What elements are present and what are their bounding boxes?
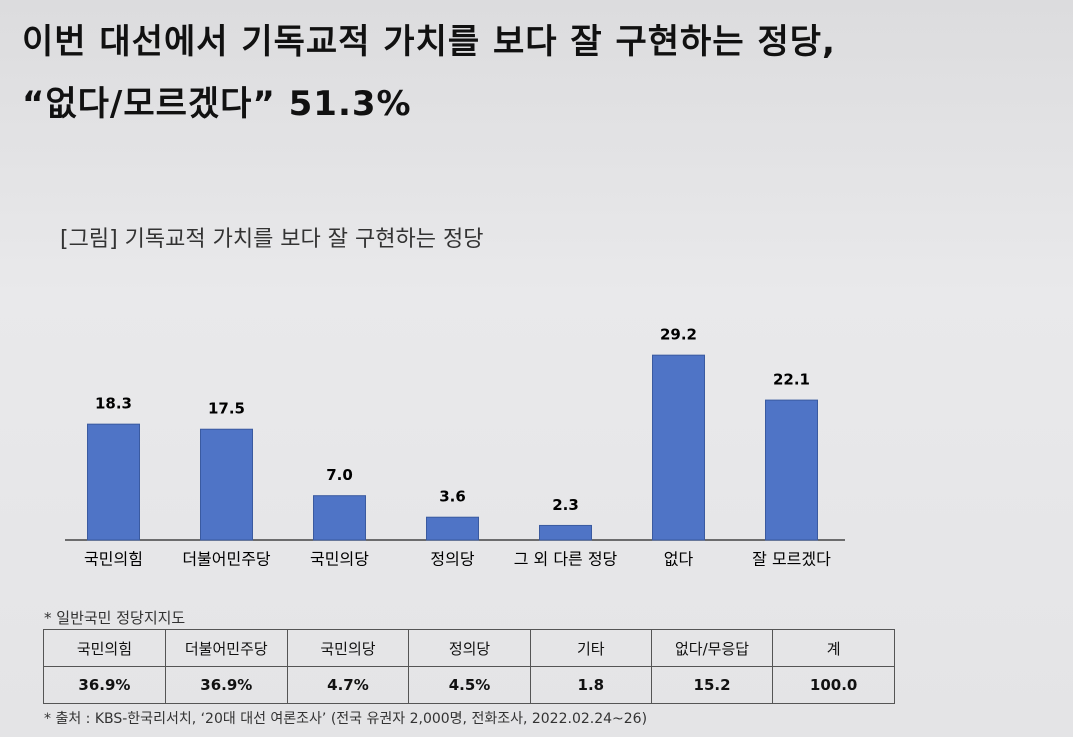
table-row: 국민의힘 더불어민주당 국민의당 정의당 기타 없다/무응답 계 bbox=[43, 629, 895, 667]
header-cell: 더불어민주당 bbox=[164, 629, 288, 667]
x-tick-label: 국민의당 bbox=[310, 550, 369, 569]
value-cell: 36.9% bbox=[164, 666, 288, 704]
chart-title: [그림] 기독교적 가치를 보다 잘 구현하는 정당 bbox=[60, 227, 483, 252]
header-cell: 국민의당 bbox=[286, 629, 410, 667]
x-tick-label: 국민의힘 bbox=[84, 550, 143, 569]
headline: 이번 대선에서 기독교적 가치를 보다 잘 구현하는 정당, bbox=[22, 22, 836, 62]
bar bbox=[200, 428, 253, 541]
headline: “없다/모르겠다” 51.3% bbox=[22, 84, 412, 124]
header-cell: 정의당 bbox=[408, 629, 531, 667]
value-cell: 15.2 bbox=[650, 666, 774, 704]
x-tick-label: 더불어민주당 bbox=[182, 550, 271, 569]
support-table: 국민의힘 더불어민주당 국민의당 정의당 기타 없다/무응답 계 36.9% 36.9% 4.7%… bbox=[43, 629, 895, 704]
value-label: 17.5 bbox=[208, 400, 245, 418]
value-label: 7.0 bbox=[326, 466, 353, 484]
bar bbox=[87, 423, 140, 541]
table-row: 36.9% 36.9% 4.7% 4.5% 1.8 15.2 100.0 bbox=[43, 666, 895, 704]
value-label: 29.2 bbox=[660, 326, 697, 344]
header-cell: 기타 bbox=[529, 629, 652, 667]
x-tick-label: 잘 모르겠다 bbox=[752, 550, 831, 569]
value-label: 2.3 bbox=[552, 496, 579, 514]
bar bbox=[765, 399, 818, 541]
value-cell: 4.5% bbox=[408, 666, 531, 704]
value-label: 22.1 bbox=[773, 371, 810, 389]
chart: [그림] 기독교적 가치를 보다 잘 구현하는 정당 18.3 국민의힘 17.5 더… bbox=[60, 227, 845, 569]
value-label: 18.3 bbox=[95, 395, 132, 413]
bar bbox=[539, 524, 592, 541]
source: * 출처 : KBS-한국리서치, ‘20대 대선 여론조사’ (전국 유권자 … bbox=[44, 711, 648, 727]
header-cell: 계 bbox=[772, 629, 895, 667]
value-cell: 1.8 bbox=[529, 666, 652, 704]
value-label: 3.6 bbox=[439, 488, 466, 506]
bar bbox=[426, 516, 479, 541]
bar bbox=[652, 354, 705, 541]
x-tick-label: 정의당 bbox=[430, 550, 474, 569]
value-cell: 4.7% bbox=[286, 666, 410, 704]
x-tick-label: 없다 bbox=[664, 550, 694, 569]
x-tick-label: 그 외 다른 정당 bbox=[514, 550, 618, 569]
note: * 일반국민 정당지지도 bbox=[44, 609, 186, 627]
header-cell: 없다/무응답 bbox=[650, 629, 774, 667]
value-cell: 100.0 bbox=[772, 666, 895, 704]
bar bbox=[313, 495, 366, 541]
value-cell: 36.9% bbox=[43, 666, 166, 704]
header-cell: 국민의힘 bbox=[43, 629, 166, 667]
